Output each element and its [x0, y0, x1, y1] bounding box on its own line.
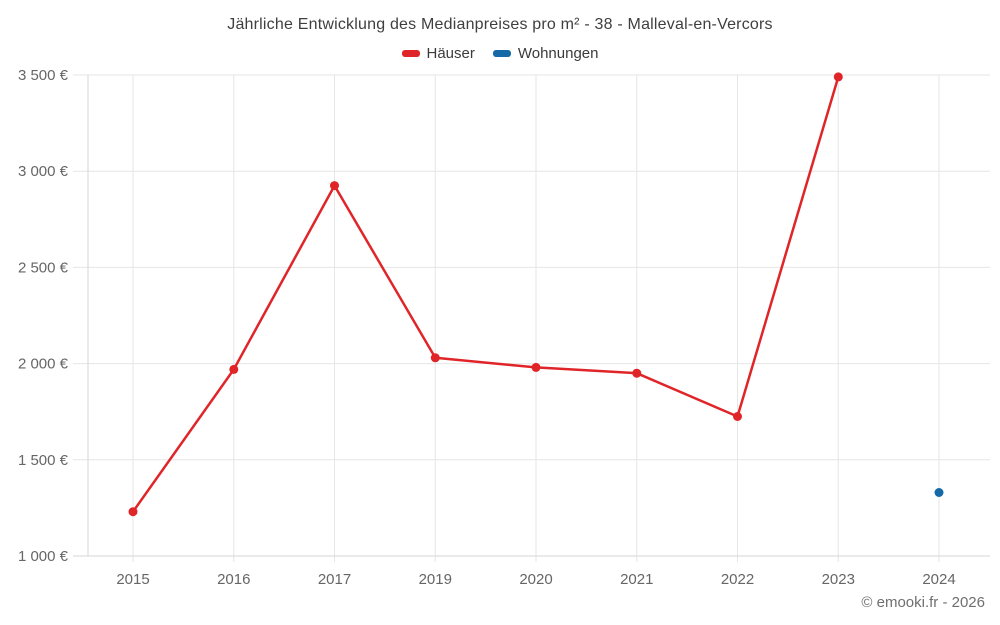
- data-point-Wohnungen-2024[interactable]: [934, 488, 944, 497]
- y-tick-label: 1 000 €: [18, 548, 69, 565]
- y-tick-label: 1 500 €: [18, 452, 69, 469]
- data-point-Häuser-2019[interactable]: [430, 353, 440, 363]
- chart-title: Jährliche Entwicklung des Medianpreises …: [227, 16, 773, 33]
- x-tick-label: 2017: [318, 571, 351, 588]
- data-point-Häuser-2017[interactable]: [330, 181, 339, 191]
- legend-item-hauser[interactable]: Häuser: [401, 45, 475, 62]
- y-tick-label: 2 000 €: [18, 356, 69, 373]
- legend: Häuser Wohnungen: [0, 45, 1000, 62]
- x-tick-label: 2021: [620, 571, 653, 588]
- copyright-notice: © emooki.fr - 2026: [861, 594, 985, 611]
- data-point-Häuser-2021[interactable]: [632, 368, 642, 378]
- data-point-Häuser-2020[interactable]: [531, 362, 541, 372]
- x-tick-label: 2016: [217, 571, 250, 588]
- y-tick-label: 3 000 €: [18, 163, 69, 180]
- data-point-Häuser-2015[interactable]: [128, 507, 138, 517]
- data-point-Häuser-2023[interactable]: [833, 72, 843, 82]
- data-point-Häuser-2022[interactable]: [733, 412, 742, 421]
- x-tick-label: 2020: [519, 571, 552, 588]
- series-line-0: [131, 75, 840, 513]
- legend-item-wohnungen[interactable]: Wohnungen: [492, 45, 599, 62]
- x-tick-label: 2015: [116, 571, 149, 588]
- x-tick-label: 2022: [721, 571, 754, 588]
- data-point-Häuser-2016[interactable]: [229, 364, 239, 374]
- wohnungen-series-swatch-icon: [492, 50, 511, 57]
- legend-label-wohnungen: Wohnungen: [517, 45, 599, 62]
- x-tick-label: 2024: [922, 571, 955, 588]
- y-tick-label: 3 500 €: [18, 67, 69, 84]
- x-tick-label: 2023: [822, 571, 855, 588]
- hauser-series-swatch-icon: [401, 50, 420, 57]
- x-tick-label: 2019: [419, 571, 452, 588]
- legend-label-hauser: Häuser: [426, 45, 475, 62]
- y-tick-label: 2 500 €: [18, 259, 69, 276]
